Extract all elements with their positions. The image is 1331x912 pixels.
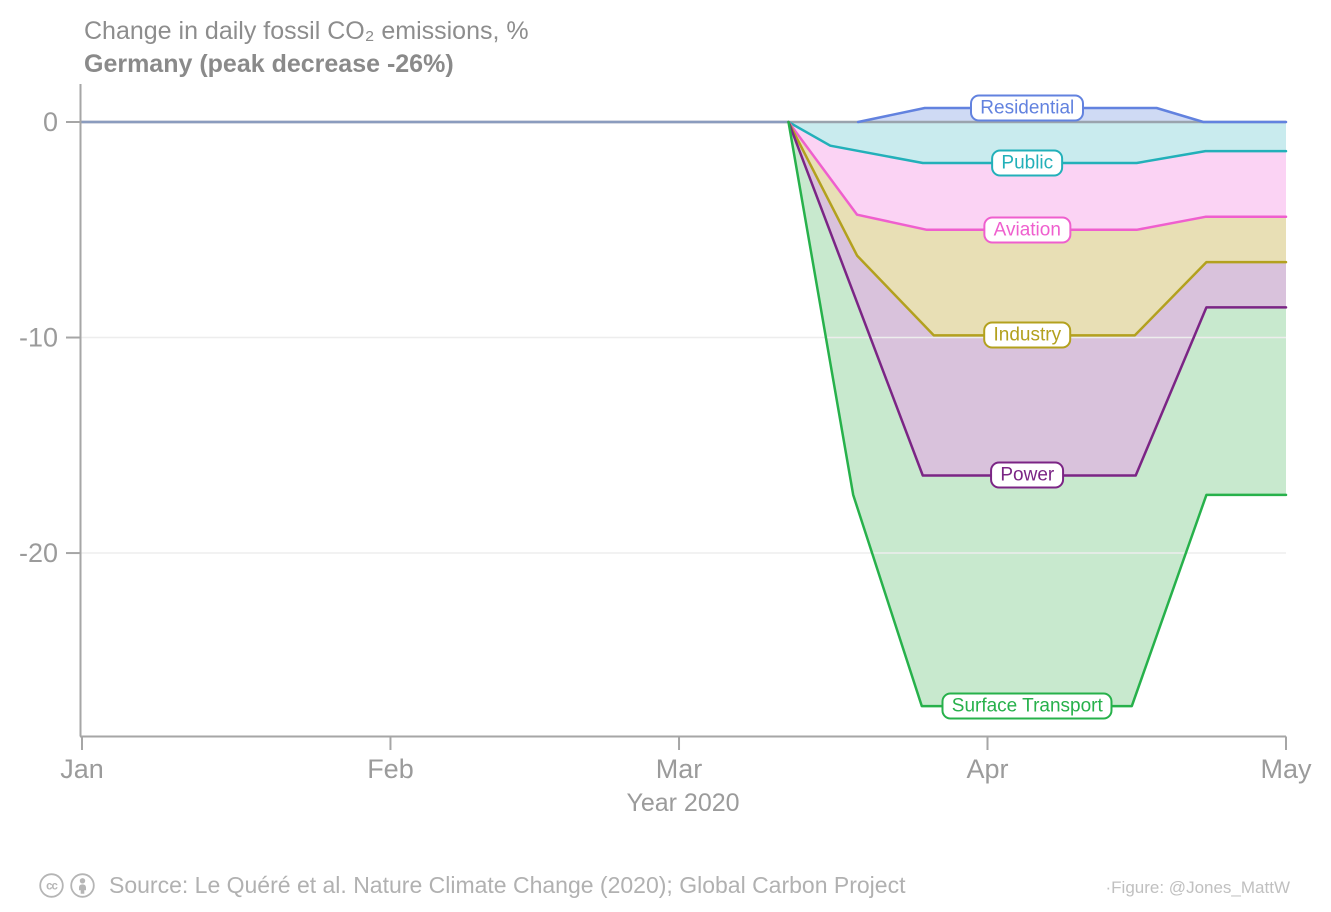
series-label-industry: Industry [983,321,1072,349]
axes [66,84,1287,750]
series-label-surface-transport: Surface Transport [941,692,1113,720]
series-label-aviation: Aviation [983,216,1071,244]
x-tick-label-may: May [1260,754,1312,784]
series-line-power [787,120,1288,477]
grid-lines [80,336,1286,554]
series-line-residential [856,106,1288,124]
tick-labels: 0 -10 -20 Jan Feb Mar Apr May Year 2020 [19,107,1312,817]
chart-subtitle: Germany (peak decrease -26%) [84,50,454,78]
series-label-public: Public [991,149,1064,177]
x-tick-label-mar: Mar [656,754,703,784]
series-label-power: Power [990,461,1065,489]
y-tick-label--20: -20 [19,538,58,568]
svg-text:cc: cc [46,881,58,893]
figure-credit: ·Figure: @Jones_MattW [1105,878,1290,897]
cc-icon: cc [39,873,64,898]
area-fill-industry [788,122,1286,336]
license-icons: cc [38,872,96,899]
x-axis-title: Year 2020 [626,789,739,817]
chart-title: Change in daily fossil CO₂ emissions, % [84,17,529,45]
attribution-icon [70,873,95,898]
source-text: Source: Le Quéré et al. Nature Climate C… [109,872,906,898]
series-label-residential: Residential [970,94,1085,122]
x-tick-label-jan: Jan [60,754,104,784]
footer: cc Source: Le Quéré et al. Nature Climat… [38,872,905,899]
x-tick-label-apr: Apr [966,754,1008,784]
x-tick-label-feb: Feb [367,754,414,784]
y-tick-label--10: -10 [19,323,58,353]
area-fills [788,108,1286,707]
chart-title-block: Change in daily fossil CO₂ emissions, % … [84,15,529,81]
area-fill-surface-transport [788,122,1286,707]
y-tick-label-0: 0 [43,107,58,137]
area-fill-power [788,122,1286,476]
area-fill-public [788,122,1286,163]
